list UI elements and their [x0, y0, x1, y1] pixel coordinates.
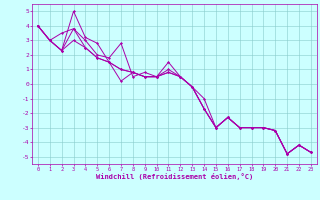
X-axis label: Windchill (Refroidissement éolien,°C): Windchill (Refroidissement éolien,°C) [96, 173, 253, 180]
